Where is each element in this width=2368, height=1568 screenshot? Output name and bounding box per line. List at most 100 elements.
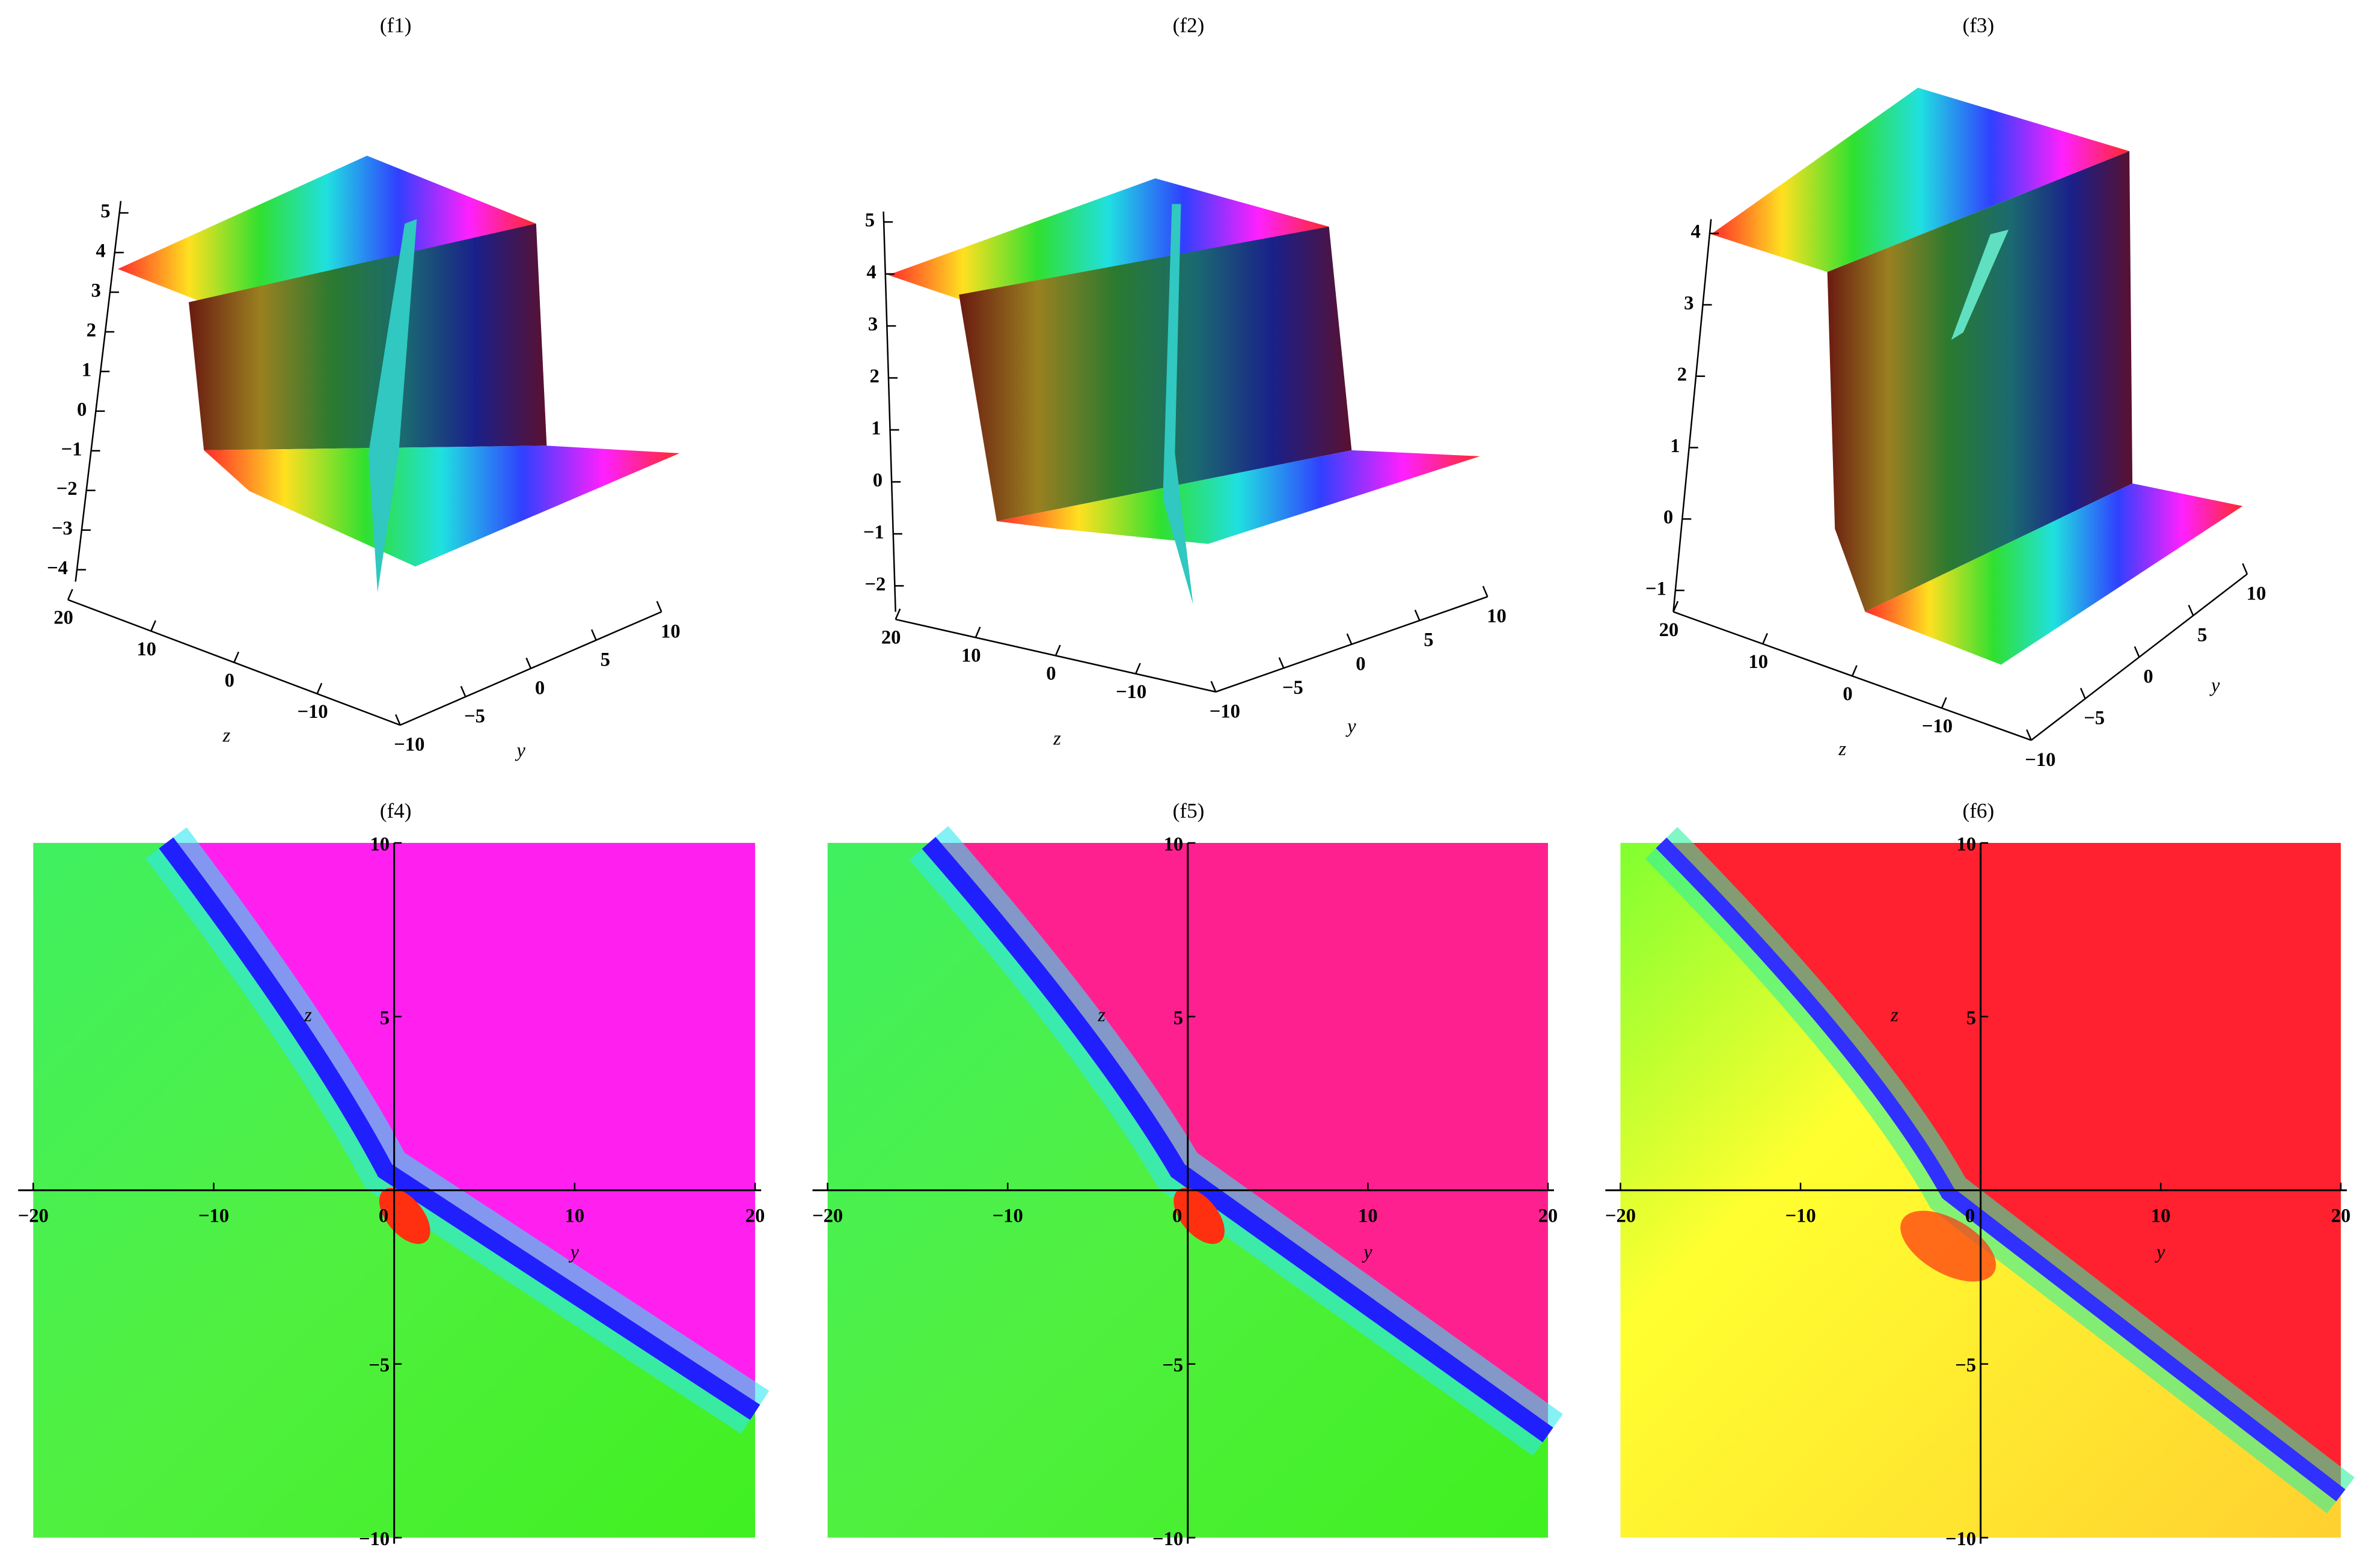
tick-label: 10 — [961, 645, 981, 666]
tick-label: 2 — [87, 319, 96, 341]
surface-spike — [1163, 204, 1193, 605]
tick-label: 0 — [535, 677, 545, 699]
tick-label: 4 — [866, 262, 876, 283]
axis-label: y — [2209, 675, 2220, 697]
tick-label: 5 — [1966, 1007, 1976, 1029]
density-band — [1656, 838, 2346, 1502]
tick-mark — [1278, 657, 1285, 669]
tick-label: −10 — [1210, 700, 1240, 722]
tick-mark — [460, 685, 467, 697]
tick-mark — [2242, 563, 2248, 575]
tick-label: −10 — [394, 734, 424, 756]
tick-label: 4 — [1691, 221, 1701, 243]
tick-label: −10 — [1152, 1528, 1183, 1550]
axis-label: z — [1890, 1004, 1898, 1026]
surface-spike — [368, 219, 417, 592]
tick-mark — [974, 626, 981, 638]
panel-title: (f4) — [380, 799, 412, 822]
tick-label: −1 — [1645, 578, 1666, 599]
tick-label: −10 — [1945, 1528, 1976, 1550]
surface-wall — [189, 224, 547, 450]
tick-label: 5 — [2197, 625, 2207, 646]
tick-label: −5 — [1282, 677, 1303, 699]
tick-label: −10 — [2025, 749, 2055, 771]
tick-label: 10 — [2151, 1205, 2171, 1227]
surface-top — [117, 155, 536, 335]
surface-bottom — [996, 450, 1480, 544]
tick-label: 3 — [1684, 292, 1693, 314]
tick-label: −10 — [198, 1205, 229, 1227]
tick-label: 20 — [745, 1205, 765, 1227]
tick-label: −2 — [57, 478, 78, 500]
surface-spike — [1951, 230, 2009, 340]
tick-label: 2 — [1677, 364, 1687, 385]
tick-label: −10 — [1922, 715, 1953, 737]
axis-label: y — [1362, 1242, 1372, 1263]
tick-label: 2 — [870, 366, 880, 387]
axis-label: z — [222, 725, 230, 747]
tick-label: 0 — [77, 399, 87, 420]
density-region — [166, 842, 756, 1413]
tick-label: −10 — [359, 1528, 390, 1550]
tick-label: −3 — [52, 518, 73, 539]
tick-label: 0 — [1663, 507, 1673, 528]
tick-label: −10 — [1785, 1205, 1816, 1227]
tick-mark — [150, 620, 156, 632]
tick-label: −20 — [1605, 1205, 1636, 1227]
tick-label: −4 — [47, 557, 68, 579]
tick-label: −5 — [1162, 1355, 1183, 1376]
tick-label: −10 — [1116, 681, 1146, 703]
surface-top — [1711, 87, 2130, 272]
axis-label: y — [515, 740, 525, 762]
tick-mark — [2079, 687, 2086, 699]
tick-label: 5 — [865, 210, 875, 231]
tick-mark — [1054, 645, 1061, 656]
tick-mark — [1346, 633, 1353, 645]
panel-title: (f6) — [1963, 799, 1995, 822]
tick-mark — [1414, 609, 1421, 621]
tick-label: −20 — [812, 1205, 843, 1227]
tick-label: 0 — [873, 470, 883, 491]
panel-title: (f1) — [380, 13, 412, 37]
axis-line — [883, 211, 896, 612]
tick-mark — [2134, 646, 2140, 658]
tick-mark — [1134, 663, 1141, 675]
surfaces — [117, 87, 2243, 665]
tick-label: 1 — [871, 418, 881, 439]
tick-label: 0 — [1843, 684, 1852, 705]
tick-label: −5 — [464, 706, 485, 727]
tick-mark — [1941, 697, 1947, 709]
tick-label: 0 — [379, 1205, 388, 1227]
panel-title: (f5) — [1173, 799, 1205, 822]
tick-label: 10 — [1956, 833, 1976, 855]
tick-label: 3 — [91, 280, 101, 301]
tick-mark — [1851, 665, 1858, 676]
density-band — [922, 837, 1553, 1442]
tick-label: 20 — [2331, 1205, 2351, 1227]
density-blob — [379, 1187, 430, 1245]
tick-mark — [316, 682, 323, 694]
surface-bottom — [204, 446, 680, 567]
tick-label: 1 — [1670, 435, 1680, 457]
tick-label: 0 — [1965, 1205, 1975, 1227]
tick-label: 10 — [1748, 651, 1768, 673]
surface-wall — [1827, 151, 2133, 612]
tick-mark — [2188, 604, 2194, 616]
density-blob — [1900, 1210, 1996, 1282]
axis-label: z — [304, 1004, 312, 1026]
tick-mark — [895, 608, 901, 620]
tick-label: 0 — [1046, 663, 1056, 685]
tick-label: 0 — [2143, 666, 2153, 688]
tick-label: −10 — [993, 1205, 1023, 1227]
tick-label: 20 — [1538, 1205, 1558, 1227]
axis-label: z — [1097, 1004, 1106, 1026]
tick-mark — [67, 589, 73, 601]
tick-label: 10 — [1487, 605, 1507, 627]
tick-label: 4 — [96, 240, 105, 262]
tick-mark — [1482, 586, 1488, 597]
axis-label: y — [569, 1242, 580, 1263]
tick-mark — [233, 651, 240, 663]
density-blob — [1173, 1187, 1225, 1245]
surface-wall — [959, 227, 1352, 521]
tick-mark — [395, 714, 401, 726]
